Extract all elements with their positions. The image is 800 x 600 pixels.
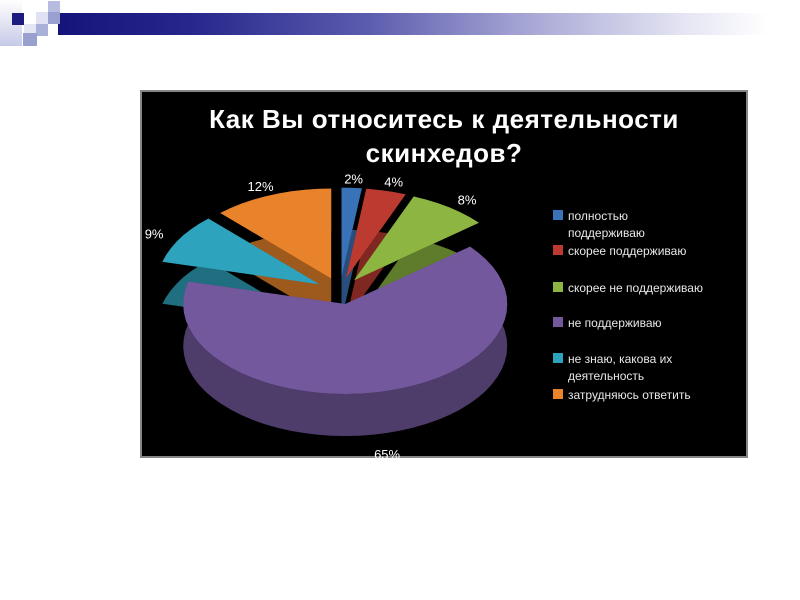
chart-legend: полностью поддерживаю скорее поддерживаю ск… — [553, 0, 743, 600]
legend-swatch — [553, 282, 563, 292]
decor-square — [23, 33, 37, 46]
legend-item: не поддерживаю — [553, 315, 662, 332]
decor-square — [12, 13, 24, 25]
legend-item: скорее поддерживаю — [553, 243, 686, 260]
decor-square — [36, 12, 48, 24]
legend-label: скорее поддерживаю — [568, 244, 687, 258]
legend-item: скорее не поддерживаю — [553, 280, 703, 297]
decor-square — [36, 24, 48, 36]
chart-title: Как Вы относитесь к деятельности скинхед… — [142, 102, 746, 170]
chart-title-line1: Как Вы относитесь к деятельности — [209, 104, 679, 134]
legend-swatch — [553, 353, 563, 363]
chart-title-line2: скинхедов? — [365, 138, 523, 168]
decor-top-bar — [58, 13, 790, 35]
legend-swatch — [553, 389, 563, 399]
legend-item: полностью поддерживаю — [553, 208, 645, 242]
legend-swatch — [553, 245, 563, 255]
legend-label: скорее не поддерживаю — [568, 281, 703, 295]
legend-swatch — [553, 210, 563, 220]
decor-left-strip — [0, 0, 22, 46]
legend-label: затрудняюсь ответить — [568, 388, 691, 402]
decor-square — [48, 1, 60, 13]
legend-item: не знаю, какова их деятельность — [553, 351, 672, 385]
decor-square — [48, 12, 60, 24]
legend-swatch — [553, 317, 563, 327]
legend-item: затрудняюсь ответить — [553, 387, 691, 404]
legend-label: не поддерживаю — [568, 316, 662, 330]
legend-label: не знаю, какова их деятельность — [568, 352, 673, 383]
legend-label: полностью поддерживаю — [568, 209, 645, 240]
